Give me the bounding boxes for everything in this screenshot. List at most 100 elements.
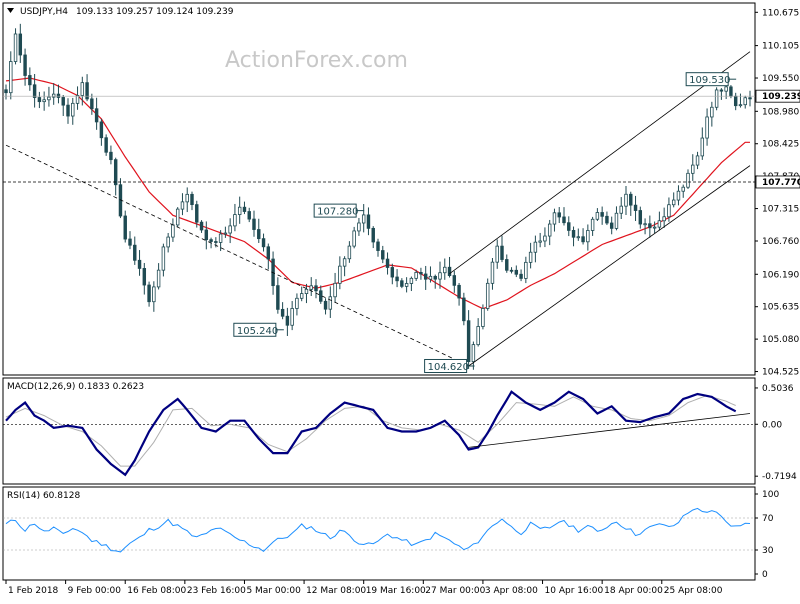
candle-body bbox=[533, 241, 538, 253]
time-axis: 1 Feb 2018 9 Feb 00:00 16 Feb 08:00 23 Feb … bbox=[5, 580, 723, 596]
price-tick-label: 108.425 bbox=[762, 140, 799, 150]
rsi-tick-label: 100 bbox=[762, 490, 779, 500]
candle-body bbox=[686, 172, 690, 188]
candle-body bbox=[638, 210, 643, 225]
candle-body bbox=[681, 186, 685, 192]
candle-body bbox=[133, 244, 137, 261]
candle-body bbox=[395, 276, 399, 282]
current-price-badge: 109.239 bbox=[762, 92, 800, 102]
candle-body bbox=[485, 282, 490, 309]
candle-body bbox=[729, 86, 733, 97]
candle-body bbox=[109, 151, 113, 161]
macd-series-macd bbox=[5, 390, 737, 477]
collapse-triangle-icon[interactable] bbox=[7, 8, 14, 13]
candle-body bbox=[695, 155, 700, 166]
price-trendline bbox=[468, 165, 751, 367]
candle-body bbox=[23, 54, 27, 76]
candle-body bbox=[228, 225, 232, 234]
time-tick-label: 16 Feb 08:00 bbox=[127, 586, 186, 596]
candle-body bbox=[223, 232, 228, 235]
candle-body bbox=[71, 102, 75, 117]
candle-body bbox=[624, 193, 628, 207]
candle-body bbox=[323, 300, 328, 310]
price-tick-label: 110.105 bbox=[762, 42, 799, 52]
candle-body bbox=[113, 159, 118, 186]
candle-body bbox=[381, 250, 385, 260]
candle-body bbox=[500, 245, 504, 260]
candle-body bbox=[218, 233, 223, 243]
macd-tick-label: 0.5036 bbox=[762, 384, 794, 394]
candle-body bbox=[543, 235, 547, 242]
candle-body bbox=[528, 251, 533, 263]
candle-body bbox=[357, 222, 361, 232]
candle-body bbox=[161, 246, 166, 271]
candle-body bbox=[242, 206, 247, 212]
candle-body bbox=[471, 344, 476, 363]
candle-body bbox=[710, 106, 714, 118]
macd-tick-label: -0.7194 bbox=[762, 472, 797, 482]
candle-body bbox=[743, 97, 747, 106]
candle-body bbox=[748, 97, 752, 100]
candle-body bbox=[190, 193, 194, 206]
symbol-name: USDJPY,H4 bbox=[20, 7, 68, 17]
rsi-tick-label: 30 bbox=[762, 546, 774, 556]
candle-body bbox=[562, 216, 566, 224]
candle-body bbox=[495, 245, 499, 263]
candle-body bbox=[390, 267, 395, 278]
time-tick-label: 5 Mar 00:00 bbox=[246, 586, 301, 596]
candle-body bbox=[400, 280, 404, 287]
candle-body bbox=[195, 204, 199, 223]
candle-body bbox=[51, 93, 56, 98]
rsi-grid: 100 70 30 0 bbox=[755, 490, 779, 580]
price-label-text: 107.280 bbox=[317, 207, 358, 218]
time-tick-label: 12 Mar 08:00 bbox=[306, 586, 366, 596]
candle-body bbox=[423, 273, 428, 280]
candle-body bbox=[376, 241, 380, 251]
candle-body bbox=[80, 82, 85, 96]
candle-body bbox=[156, 269, 161, 288]
price-tick-label: 106.760 bbox=[762, 237, 799, 247]
candle-body bbox=[209, 239, 213, 242]
candle-body bbox=[667, 204, 671, 218]
price-trendline bbox=[5, 144, 469, 367]
candle-body bbox=[66, 104, 70, 117]
candle-body bbox=[428, 275, 433, 280]
candle-body bbox=[204, 229, 209, 241]
candle-body bbox=[590, 218, 595, 231]
candle-body bbox=[347, 245, 352, 260]
candle-body bbox=[514, 269, 519, 275]
candle-body bbox=[13, 33, 18, 62]
candle-body bbox=[94, 108, 99, 123]
price-tick-label: 105.635 bbox=[762, 303, 799, 313]
candle-body bbox=[633, 204, 638, 211]
candle-body bbox=[629, 193, 633, 206]
candle-body bbox=[171, 224, 175, 238]
symbol-ohlc: 109.133 109.257 109.124 109.239 bbox=[76, 7, 234, 17]
candle-body bbox=[595, 212, 600, 220]
candle-body bbox=[266, 246, 271, 260]
candle-body bbox=[319, 290, 323, 302]
candle-body bbox=[366, 214, 371, 229]
macd-layer bbox=[3, 390, 755, 477]
candle-body bbox=[462, 297, 466, 322]
current-price-badge-box bbox=[755, 89, 800, 103]
candle-body bbox=[247, 211, 251, 220]
candle-body bbox=[237, 206, 242, 215]
candle-body bbox=[547, 223, 552, 237]
candle-body bbox=[309, 285, 313, 290]
candle-body bbox=[185, 193, 189, 203]
candle-body bbox=[524, 261, 528, 279]
rsi-tick-label: 0 bbox=[762, 570, 768, 580]
candle-body bbox=[9, 61, 13, 94]
price-tick-label: 108.980 bbox=[762, 107, 799, 117]
candle-body bbox=[733, 95, 738, 107]
price-label-text: 109.530 bbox=[689, 75, 730, 86]
price-label-text: 105.240 bbox=[237, 326, 278, 337]
candle-body bbox=[180, 201, 185, 210]
candle-body bbox=[276, 285, 280, 310]
symbol-header: USDJPY,H4 109.133 109.257 109.124 109.23… bbox=[7, 7, 234, 17]
candle-body bbox=[137, 259, 142, 269]
time-tick-label: 23 Feb 16:00 bbox=[187, 586, 246, 596]
macd-trendline bbox=[468, 413, 751, 448]
